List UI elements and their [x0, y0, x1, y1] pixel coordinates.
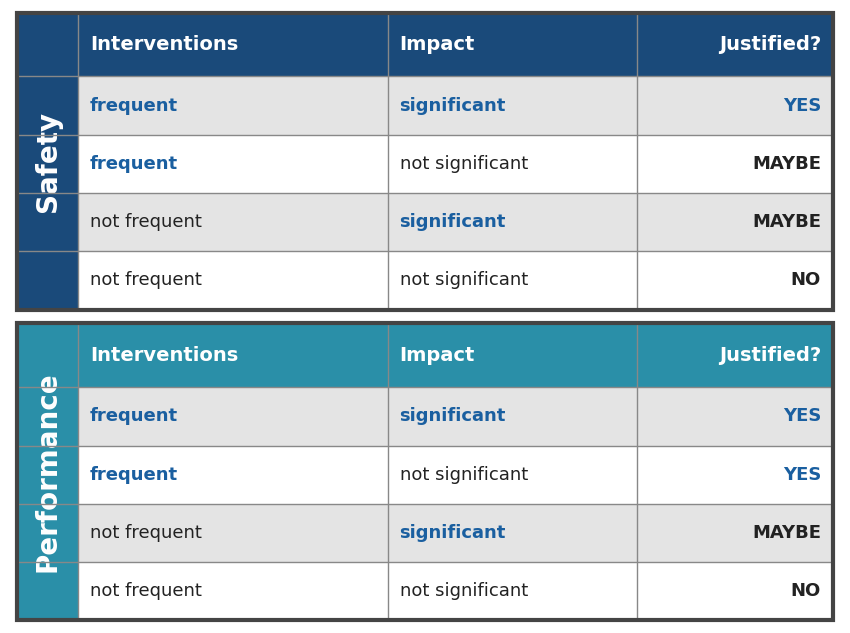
- Text: significant: significant: [400, 524, 506, 542]
- Bar: [388, 446, 637, 504]
- Bar: [17, 323, 833, 620]
- Text: frequent: frequent: [90, 466, 178, 484]
- Text: NO: NO: [790, 272, 821, 289]
- Text: frequent: frequent: [90, 155, 178, 173]
- Bar: [78, 135, 388, 193]
- Text: not significant: not significant: [400, 272, 528, 289]
- Bar: [388, 135, 637, 193]
- Bar: [637, 251, 833, 310]
- Bar: [78, 251, 388, 310]
- Bar: [388, 13, 637, 77]
- Bar: [388, 562, 637, 620]
- Bar: [637, 193, 833, 251]
- Bar: [637, 77, 833, 135]
- Text: frequent: frequent: [90, 408, 178, 425]
- Bar: [78, 323, 388, 387]
- Bar: [637, 504, 833, 562]
- Text: NO: NO: [790, 582, 821, 600]
- Bar: [637, 387, 833, 446]
- Text: not frequent: not frequent: [90, 582, 202, 600]
- Text: significant: significant: [400, 408, 506, 425]
- Text: Justified?: Justified?: [719, 35, 821, 54]
- Bar: [388, 504, 637, 562]
- Bar: [78, 387, 388, 446]
- Bar: [78, 13, 388, 77]
- Text: Impact: Impact: [400, 346, 475, 365]
- Bar: [17, 13, 78, 310]
- Text: Justified?: Justified?: [719, 346, 821, 365]
- Bar: [78, 446, 388, 504]
- Text: not frequent: not frequent: [90, 213, 202, 231]
- Text: Interventions: Interventions: [90, 346, 238, 365]
- Text: Interventions: Interventions: [90, 35, 238, 54]
- Text: YES: YES: [783, 466, 821, 484]
- Bar: [17, 13, 833, 310]
- Bar: [637, 135, 833, 193]
- Bar: [637, 562, 833, 620]
- Text: significant: significant: [400, 213, 506, 231]
- Text: not significant: not significant: [400, 155, 528, 173]
- Text: YES: YES: [783, 408, 821, 425]
- Bar: [78, 504, 388, 562]
- Text: frequent: frequent: [90, 97, 178, 115]
- Bar: [637, 323, 833, 387]
- Text: Safety: Safety: [34, 111, 61, 211]
- Text: not significant: not significant: [400, 582, 528, 600]
- Bar: [637, 446, 833, 504]
- Bar: [388, 77, 637, 135]
- Bar: [388, 323, 637, 387]
- Bar: [17, 323, 78, 620]
- Bar: [78, 193, 388, 251]
- Bar: [637, 13, 833, 77]
- Text: significant: significant: [400, 97, 506, 115]
- Bar: [78, 562, 388, 620]
- Text: not frequent: not frequent: [90, 272, 202, 289]
- Text: MAYBE: MAYBE: [752, 213, 821, 231]
- Text: Impact: Impact: [400, 35, 475, 54]
- Text: Performance: Performance: [34, 372, 61, 572]
- Text: MAYBE: MAYBE: [752, 155, 821, 173]
- Text: not significant: not significant: [400, 466, 528, 484]
- Bar: [78, 77, 388, 135]
- Text: MAYBE: MAYBE: [752, 524, 821, 542]
- Text: YES: YES: [783, 97, 821, 115]
- Bar: [388, 193, 637, 251]
- Text: not frequent: not frequent: [90, 524, 202, 542]
- Bar: [388, 251, 637, 310]
- Bar: [388, 387, 637, 446]
